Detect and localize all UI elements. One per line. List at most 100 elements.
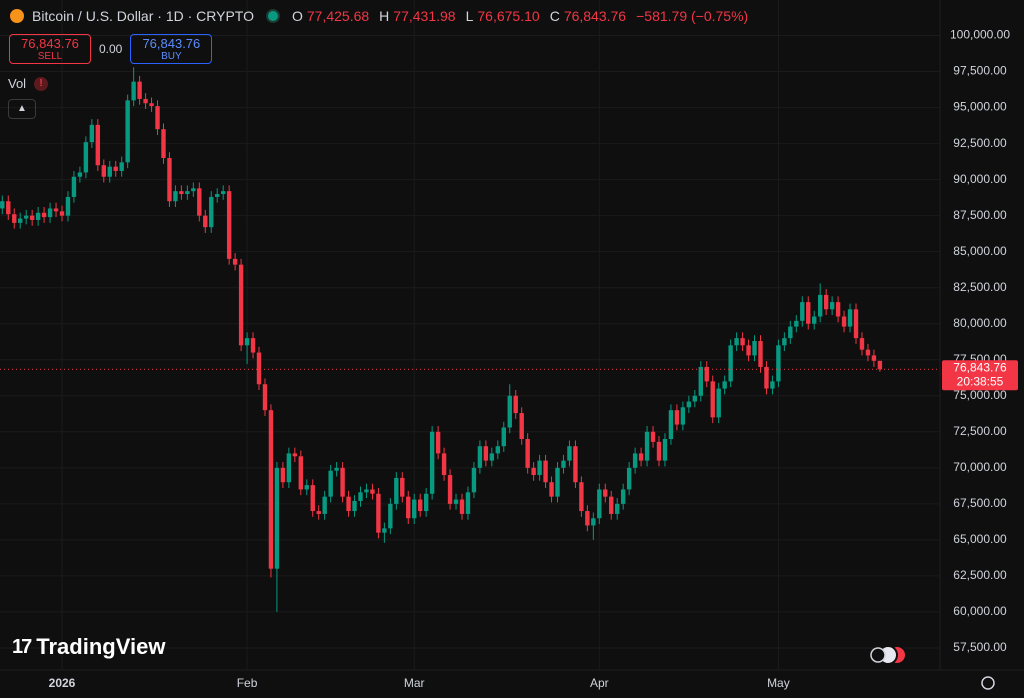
volume-label: Vol xyxy=(8,76,27,91)
candle-body xyxy=(400,477,405,497)
trade-panel: 76,843.76 SELL 0.00 76,843.76 BUY xyxy=(9,34,213,64)
y-tick-label: 70,000.00 xyxy=(953,460,1007,474)
candle-body xyxy=(203,215,208,228)
y-tick-label: 62,500.00 xyxy=(953,568,1007,582)
candle-body xyxy=(71,176,77,197)
candle-body xyxy=(179,191,184,195)
candle-body xyxy=(149,103,154,107)
candle-body xyxy=(853,309,859,339)
sell-button[interactable]: 76,843.76 SELL xyxy=(9,34,91,64)
candle-body xyxy=(18,218,23,223)
candle-body xyxy=(555,467,560,497)
close-label: C xyxy=(549,8,560,24)
candle-body xyxy=(143,98,148,104)
buy-button[interactable]: 76,843.76 BUY xyxy=(130,34,213,64)
candle-body xyxy=(352,500,357,512)
y-tick-label: 67,500.00 xyxy=(953,496,1007,510)
candle-body xyxy=(310,485,315,512)
candle-body xyxy=(23,215,29,219)
candle-body xyxy=(334,467,339,471)
candle-body xyxy=(119,162,124,171)
candle-body xyxy=(429,431,435,494)
y-tick-label: 75,000.00 xyxy=(953,388,1007,402)
candle-body xyxy=(328,470,333,497)
y-tick-label: 97,500.00 xyxy=(953,64,1007,78)
candle-body xyxy=(125,100,130,163)
candle-body xyxy=(680,407,686,425)
candle-body xyxy=(644,431,650,461)
candle-body xyxy=(268,410,274,569)
y-tick-label: 72,500.00 xyxy=(953,424,1007,438)
candle-body xyxy=(316,511,321,514)
candle-body xyxy=(841,316,847,327)
candle-body xyxy=(29,215,35,220)
candle-body xyxy=(435,431,441,454)
warning-icon: ! xyxy=(34,76,49,91)
open-label: O xyxy=(291,8,303,24)
candle-body xyxy=(734,338,739,346)
candle-body xyxy=(256,352,262,385)
candle-body xyxy=(95,124,101,166)
candle-body xyxy=(597,489,602,519)
candle-body xyxy=(304,485,309,490)
y-tick-label: 65,000.00 xyxy=(953,532,1007,546)
low-label: L xyxy=(465,8,474,24)
candle-body xyxy=(161,129,166,159)
candle-body xyxy=(632,453,638,468)
candle-body xyxy=(35,212,41,220)
candle-body xyxy=(686,401,692,408)
candle-body xyxy=(489,453,495,461)
candle-body xyxy=(722,381,727,389)
buy-price: 76,843.76 xyxy=(142,36,201,51)
candle-body xyxy=(847,309,853,327)
candle-body xyxy=(137,81,142,99)
market-status xyxy=(265,9,280,23)
candle-body xyxy=(388,503,393,529)
collapse-button[interactable]: ▲ xyxy=(8,99,36,119)
candle-body xyxy=(668,410,674,440)
y-tick-label: 90,000.00 xyxy=(953,172,1007,186)
candle-body xyxy=(716,388,721,418)
logo-mark: 17 xyxy=(12,635,32,658)
candle-body xyxy=(238,264,244,346)
candle-body xyxy=(412,499,417,519)
candle-body xyxy=(656,441,662,461)
high-label: H xyxy=(379,8,390,24)
symbol-title[interactable]: Bitcoin / U.S. Dollar · 1D · CRYPTO xyxy=(32,8,254,24)
candle-body xyxy=(191,188,196,192)
y-tick-label: 85,000.00 xyxy=(953,244,1007,258)
candle-body xyxy=(53,208,59,212)
candle-body xyxy=(107,166,112,177)
candle-body xyxy=(764,366,769,389)
open-value: 77,425.68 xyxy=(306,8,370,24)
candle-body xyxy=(423,493,429,512)
sell-price: 76,843.76 xyxy=(21,36,79,51)
candle-body xyxy=(591,518,596,526)
candle-body xyxy=(346,496,351,512)
candle-body xyxy=(41,212,47,218)
candle-body xyxy=(453,499,459,504)
candle-body xyxy=(585,511,590,526)
candle-body xyxy=(406,496,411,519)
y-tick-label: 57,500.00 xyxy=(953,640,1007,654)
candle-body xyxy=(537,460,542,476)
x-tick-label: Feb xyxy=(237,676,258,690)
candle-body xyxy=(740,338,745,346)
candle-body xyxy=(185,191,190,195)
candle-body xyxy=(859,338,865,350)
candle-body xyxy=(6,201,11,215)
close-value: 76,843.76 xyxy=(563,8,627,24)
candle-body xyxy=(812,316,817,324)
volume-indicator[interactable]: Vol ! xyxy=(8,76,49,91)
candle-body xyxy=(877,360,883,370)
candle-body xyxy=(495,446,501,454)
symbol-header: Bitcoin / U.S. Dollar · 1D · CRYPTO O 77,… xyxy=(10,8,754,24)
y-tick-label: 60,000.00 xyxy=(953,604,1007,618)
candle-body xyxy=(280,467,286,483)
candle-body xyxy=(465,492,471,514)
low-value: 76,675.10 xyxy=(477,8,540,24)
candle-body xyxy=(274,467,280,569)
x-tick-label: 2026 xyxy=(49,676,76,690)
candle-body xyxy=(704,366,709,382)
price-tag xyxy=(942,360,1018,391)
